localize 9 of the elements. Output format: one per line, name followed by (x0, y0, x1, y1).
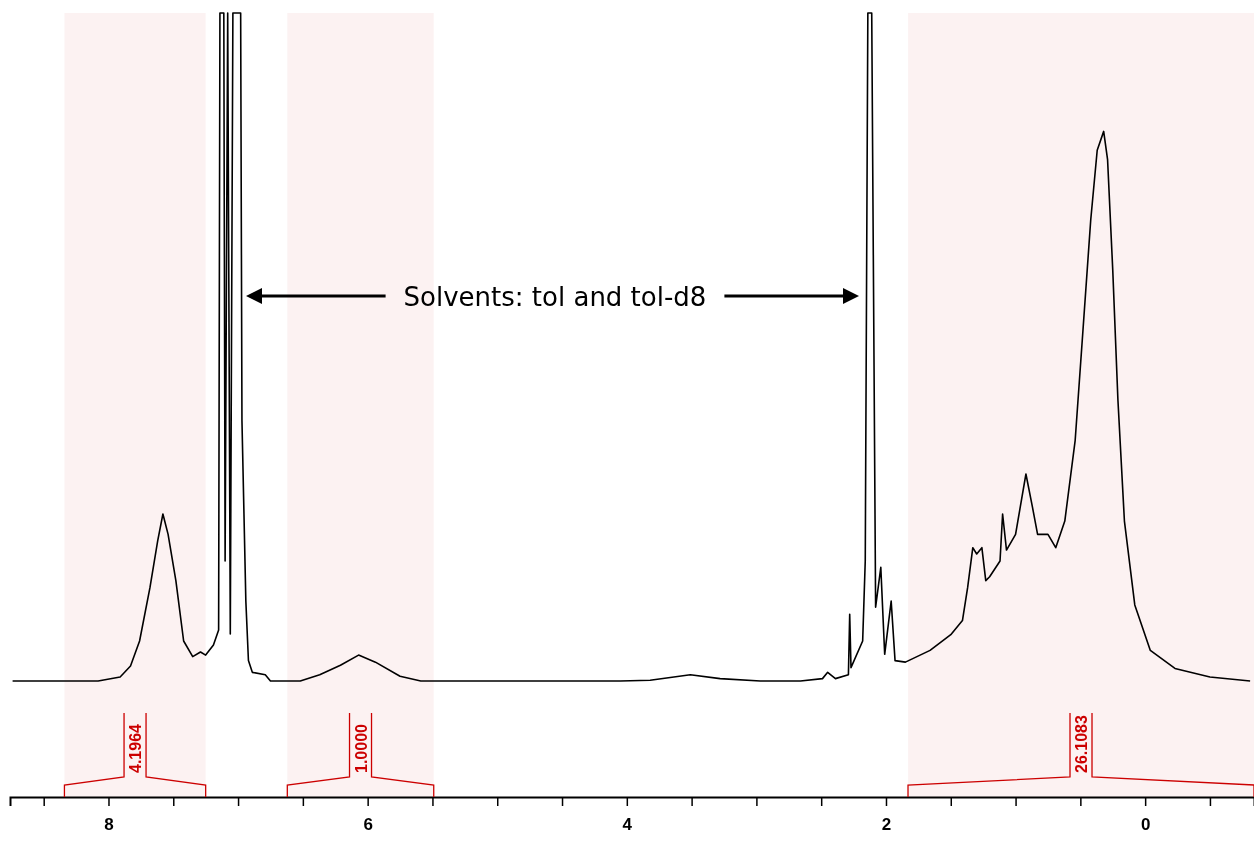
annotation: Solvents: tol and tol-d8 (403, 282, 707, 312)
band-label: 1.0000 (352, 723, 370, 773)
x-tick-label: 6 (363, 815, 373, 835)
band-label: 4.1964 (127, 723, 145, 773)
x-tick-label: 0 (1140, 815, 1151, 835)
x-tick-label: 4 (622, 815, 633, 835)
band-label: 26.1083 (1073, 715, 1091, 773)
x-tick-label: 8 (104, 815, 114, 835)
x-tick-label: 2 (881, 815, 892, 835)
